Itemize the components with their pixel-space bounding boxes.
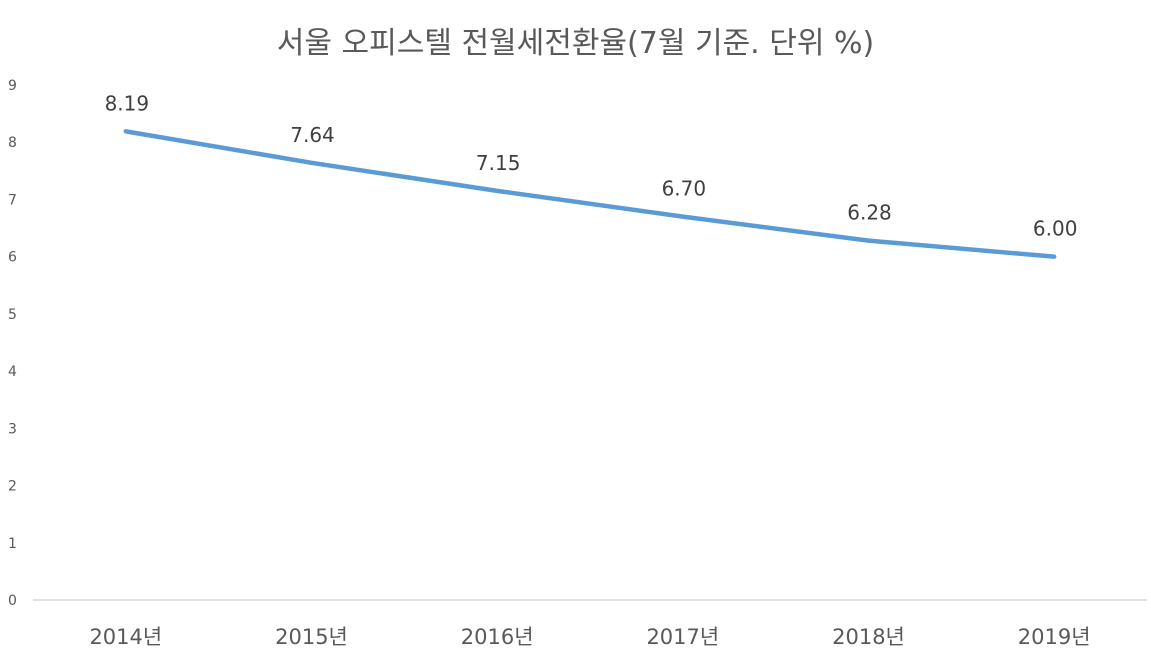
x-tick-label: 2017년 <box>646 625 719 649</box>
y-tick-label: 3 <box>8 421 17 437</box>
data-label: 7.15 <box>476 151 521 175</box>
y-tick-label: 6 <box>8 250 17 266</box>
x-tick-label: 2014년 <box>89 625 162 649</box>
y-tick-label: 4 <box>8 364 17 380</box>
y-tick-label: 0 <box>8 593 17 609</box>
data-label: 6.70 <box>662 177 707 201</box>
y-tick-label: 2 <box>8 479 17 495</box>
y-tick-label: 8 <box>8 135 17 151</box>
data-label: 6.28 <box>847 201 892 225</box>
series-line <box>123 129 1057 259</box>
x-tick-label: 2018년 <box>832 625 905 649</box>
data-label: 8.19 <box>105 91 150 115</box>
data-label: 7.64 <box>290 123 335 147</box>
x-tick-label: 2016년 <box>461 625 534 649</box>
chart-title: 서울 오피스텔 전월세전환율(7월 기준. 단위 %) <box>276 26 875 61</box>
y-tick-label: 1 <box>8 536 17 552</box>
data-label: 6.00 <box>1033 217 1078 241</box>
y-tick-label: 5 <box>8 307 17 323</box>
x-tick-label: 2015년 <box>275 625 348 649</box>
y-axis-ticks: 0 1 2 3 4 5 6 7 8 9 <box>8 78 17 609</box>
x-tick-label: 2019년 <box>1018 625 1091 649</box>
data-labels: 8.19 7.64 7.15 6.70 6.28 6.00 <box>105 91 1078 240</box>
y-tick-label: 7 <box>8 192 17 208</box>
y-tick-label: 9 <box>8 78 17 94</box>
x-axis-ticks: 2014년 2015년 2016년 2017년 2018년 2019년 <box>89 625 1090 649</box>
